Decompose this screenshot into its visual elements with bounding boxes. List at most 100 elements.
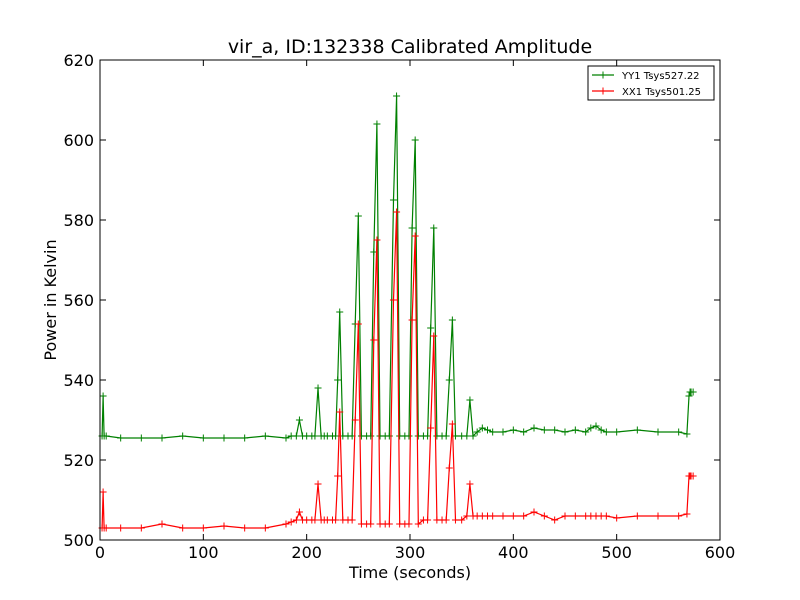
data-point [427,324,435,332]
x-axis: 0 100 200 300 400 500 600 [95,60,735,562]
data-point [463,432,471,440]
y-axis-label: Power in Kelvin [41,239,60,360]
data-point [287,518,295,526]
series-layer [98,92,697,532]
y-tick-label: 580 [63,211,94,230]
data-point [334,472,342,480]
data-point [117,524,125,532]
legend-label: XX1 Tsys501.25 [622,87,701,98]
data-point [509,426,517,434]
data-point [463,512,471,520]
data-point [220,434,228,442]
data-point [675,428,683,436]
data-point [689,472,697,480]
data-point [451,516,459,524]
data-point [408,224,416,232]
data-point [654,428,662,436]
data-point [540,426,548,434]
data-point [683,430,691,438]
data-point [582,428,590,436]
data-point [551,426,559,434]
data-point [427,424,435,432]
data-point [587,424,595,432]
data-point [540,512,548,520]
x-tick-label: 500 [601,543,632,562]
data-point [241,524,249,532]
x-tick-label: 400 [498,543,529,562]
data-point [292,516,300,524]
data-point [354,320,362,328]
legend-item: XX1 Tsys501.25 [592,87,701,98]
data-point [158,520,166,528]
data-point [466,396,474,404]
legend: YY1 Tsys527.22 XX1 Tsys501.25 [587,65,715,101]
data-point [478,424,486,432]
data-point [448,420,456,428]
data-point [389,296,397,304]
data-point [442,516,450,524]
data-point [295,416,303,424]
data-point [261,524,269,532]
data-point [633,512,641,520]
data-point [445,464,453,472]
x-tick-label: 300 [395,543,426,562]
data-point [334,376,342,384]
x-axis-label: Time (seconds) [348,563,471,582]
data-point [137,524,145,532]
y-axis: 500 520 540 560 580 600 620 [63,51,720,550]
data-point [445,376,453,384]
legend-label: YY1 Tsys527.22 [621,71,700,82]
data-point [385,520,393,528]
data-point [295,508,303,516]
data-point [466,480,474,488]
data-point [613,514,621,522]
data-point [509,512,517,520]
data-point [220,522,228,530]
data-point [489,512,497,520]
data-point [499,428,507,436]
data-point [393,208,401,216]
data-point [408,316,416,324]
data-point [332,432,340,440]
data-point [373,236,381,244]
data-point [633,426,641,434]
data-point [561,512,569,520]
data-point [261,432,269,440]
y-tick-label: 620 [63,51,94,70]
data-point [199,434,207,442]
data-point [484,426,491,434]
data-point [158,434,166,442]
data-point [685,392,693,400]
data-point [241,434,249,442]
data-point [393,92,401,100]
data-point [602,512,610,520]
x-tick-label: 0 [95,543,105,562]
data-point [405,432,413,440]
data-point [613,428,621,436]
data-point [348,516,356,524]
data-point [442,432,450,440]
data-point [597,426,605,434]
data-point [430,332,438,340]
data-point [473,428,481,436]
data-point [561,428,569,436]
data-point [137,434,145,442]
data-point [385,432,393,440]
data-point [405,520,413,528]
data-point [314,480,322,488]
data-point [654,512,662,520]
data-point [499,512,507,520]
data-point [430,224,438,232]
data-point [179,524,187,532]
legend-box [587,65,715,101]
data-point [389,196,397,204]
data-point [99,488,107,496]
data-point [448,316,456,324]
data-point [469,432,477,440]
data-point [530,424,538,432]
data-point [314,384,322,392]
series-yy1 [98,92,697,442]
data-point [282,434,290,442]
x-tick-label: 600 [705,543,736,562]
